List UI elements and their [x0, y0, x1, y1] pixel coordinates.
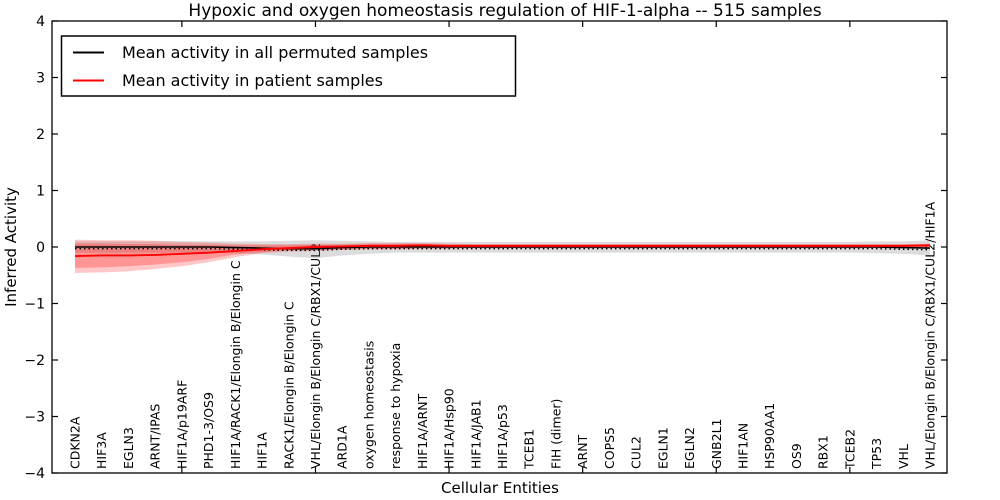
x-category-label: HIF1A — [255, 432, 270, 469]
x-category-label: HIF1A/RACK1/Elongin B/Elongin C — [228, 260, 243, 469]
x-category-label: HIF1AN — [735, 423, 750, 469]
x-axis-title: Cellular Entities — [441, 479, 559, 497]
y-tick-label: −1 — [24, 297, 45, 313]
x-category-label: EGLN3 — [121, 427, 136, 469]
line-patient-mean — [74, 244, 931, 257]
x-category-label: VHL/Elongin B/Elongin C/RBX1/CUL2 — [308, 243, 323, 469]
x-category-label: CUL2 — [629, 436, 644, 469]
legend-box — [60, 35, 517, 97]
x-category-label: VHL/Elongin B/Elongin C/RBX1/CUL2/HIF1A — [923, 201, 938, 469]
legend-label-patient: Mean activity in patient samples — [122, 71, 383, 90]
x-category-label: HIF1A/p53 — [495, 404, 510, 469]
y-axis-title: Inferred Activity — [2, 187, 20, 307]
x-category-label: PHD1-3/OS9 — [201, 392, 216, 469]
x-category-label: OS9 — [789, 443, 804, 469]
x-category-label: ARNT — [575, 434, 590, 469]
y-tick-label: 4 — [36, 14, 45, 30]
x-category-label: ARNT/IPAS — [148, 404, 163, 469]
chart-title: Hypoxic and oxygen homeostasis regulatio… — [188, 1, 821, 21]
x-category-label: RACK1/Elongin B/Elongin C — [281, 301, 296, 469]
x-category-label: COPS5 — [602, 427, 617, 469]
x-category-label: GNB2L1 — [709, 419, 724, 469]
x-category-label: HIF1A/JAB1 — [468, 399, 483, 469]
x-category-label: TCEB1 — [522, 429, 537, 470]
x-category-label: HIF1A/Hsp90 — [442, 388, 457, 469]
plot-area: CDKN2A HIF3A EGLN3 ARNT/IPAS HIF1A/p19ARF PHD… — [24, 14, 948, 482]
x-category-label: oxygen homeostasis — [361, 341, 376, 469]
legend: Mean activity in all permuted samples Me… — [60, 35, 517, 97]
y-tick-label: −3 — [24, 410, 45, 426]
x-category-label: HIF1A/p19ARF — [174, 380, 189, 469]
x-category-label: VHL — [896, 444, 911, 469]
x-category-label: HIF3A — [94, 432, 109, 469]
legend-label-permuted: Mean activity in all permuted samples — [122, 43, 428, 62]
x-category-label: FIH (dimer) — [548, 399, 563, 469]
y-tick-label: 2 — [36, 127, 45, 143]
line-dotted-reference-line — [75, 247, 931, 252]
x-category-label: EGLN1 — [655, 427, 670, 469]
line-permuted-mean — [75, 246, 931, 250]
x-category-label: CDKN2A — [68, 416, 83, 469]
y-tick-label: −4 — [24, 466, 45, 482]
x-category-label: HSP90AA1 — [762, 403, 777, 469]
x-category-label: TCEB2 — [842, 429, 857, 470]
x-category-label: TP53 — [869, 438, 884, 470]
x-category-label: HIF1A/ARNT — [415, 393, 430, 469]
y-tick-label: 3 — [36, 71, 45, 87]
y-tick-label: 0 — [36, 240, 45, 256]
x-category-label: response to hypoxia — [388, 343, 403, 469]
band-patient-range-inner — [75, 243, 930, 268]
x-category-label: EGLN2 — [682, 427, 697, 469]
x-category-label: ARD1A — [335, 425, 350, 469]
y-tick-label: −2 — [24, 353, 45, 369]
y-tick-label: 1 — [36, 184, 45, 200]
x-category-label: RBX1 — [816, 435, 831, 469]
